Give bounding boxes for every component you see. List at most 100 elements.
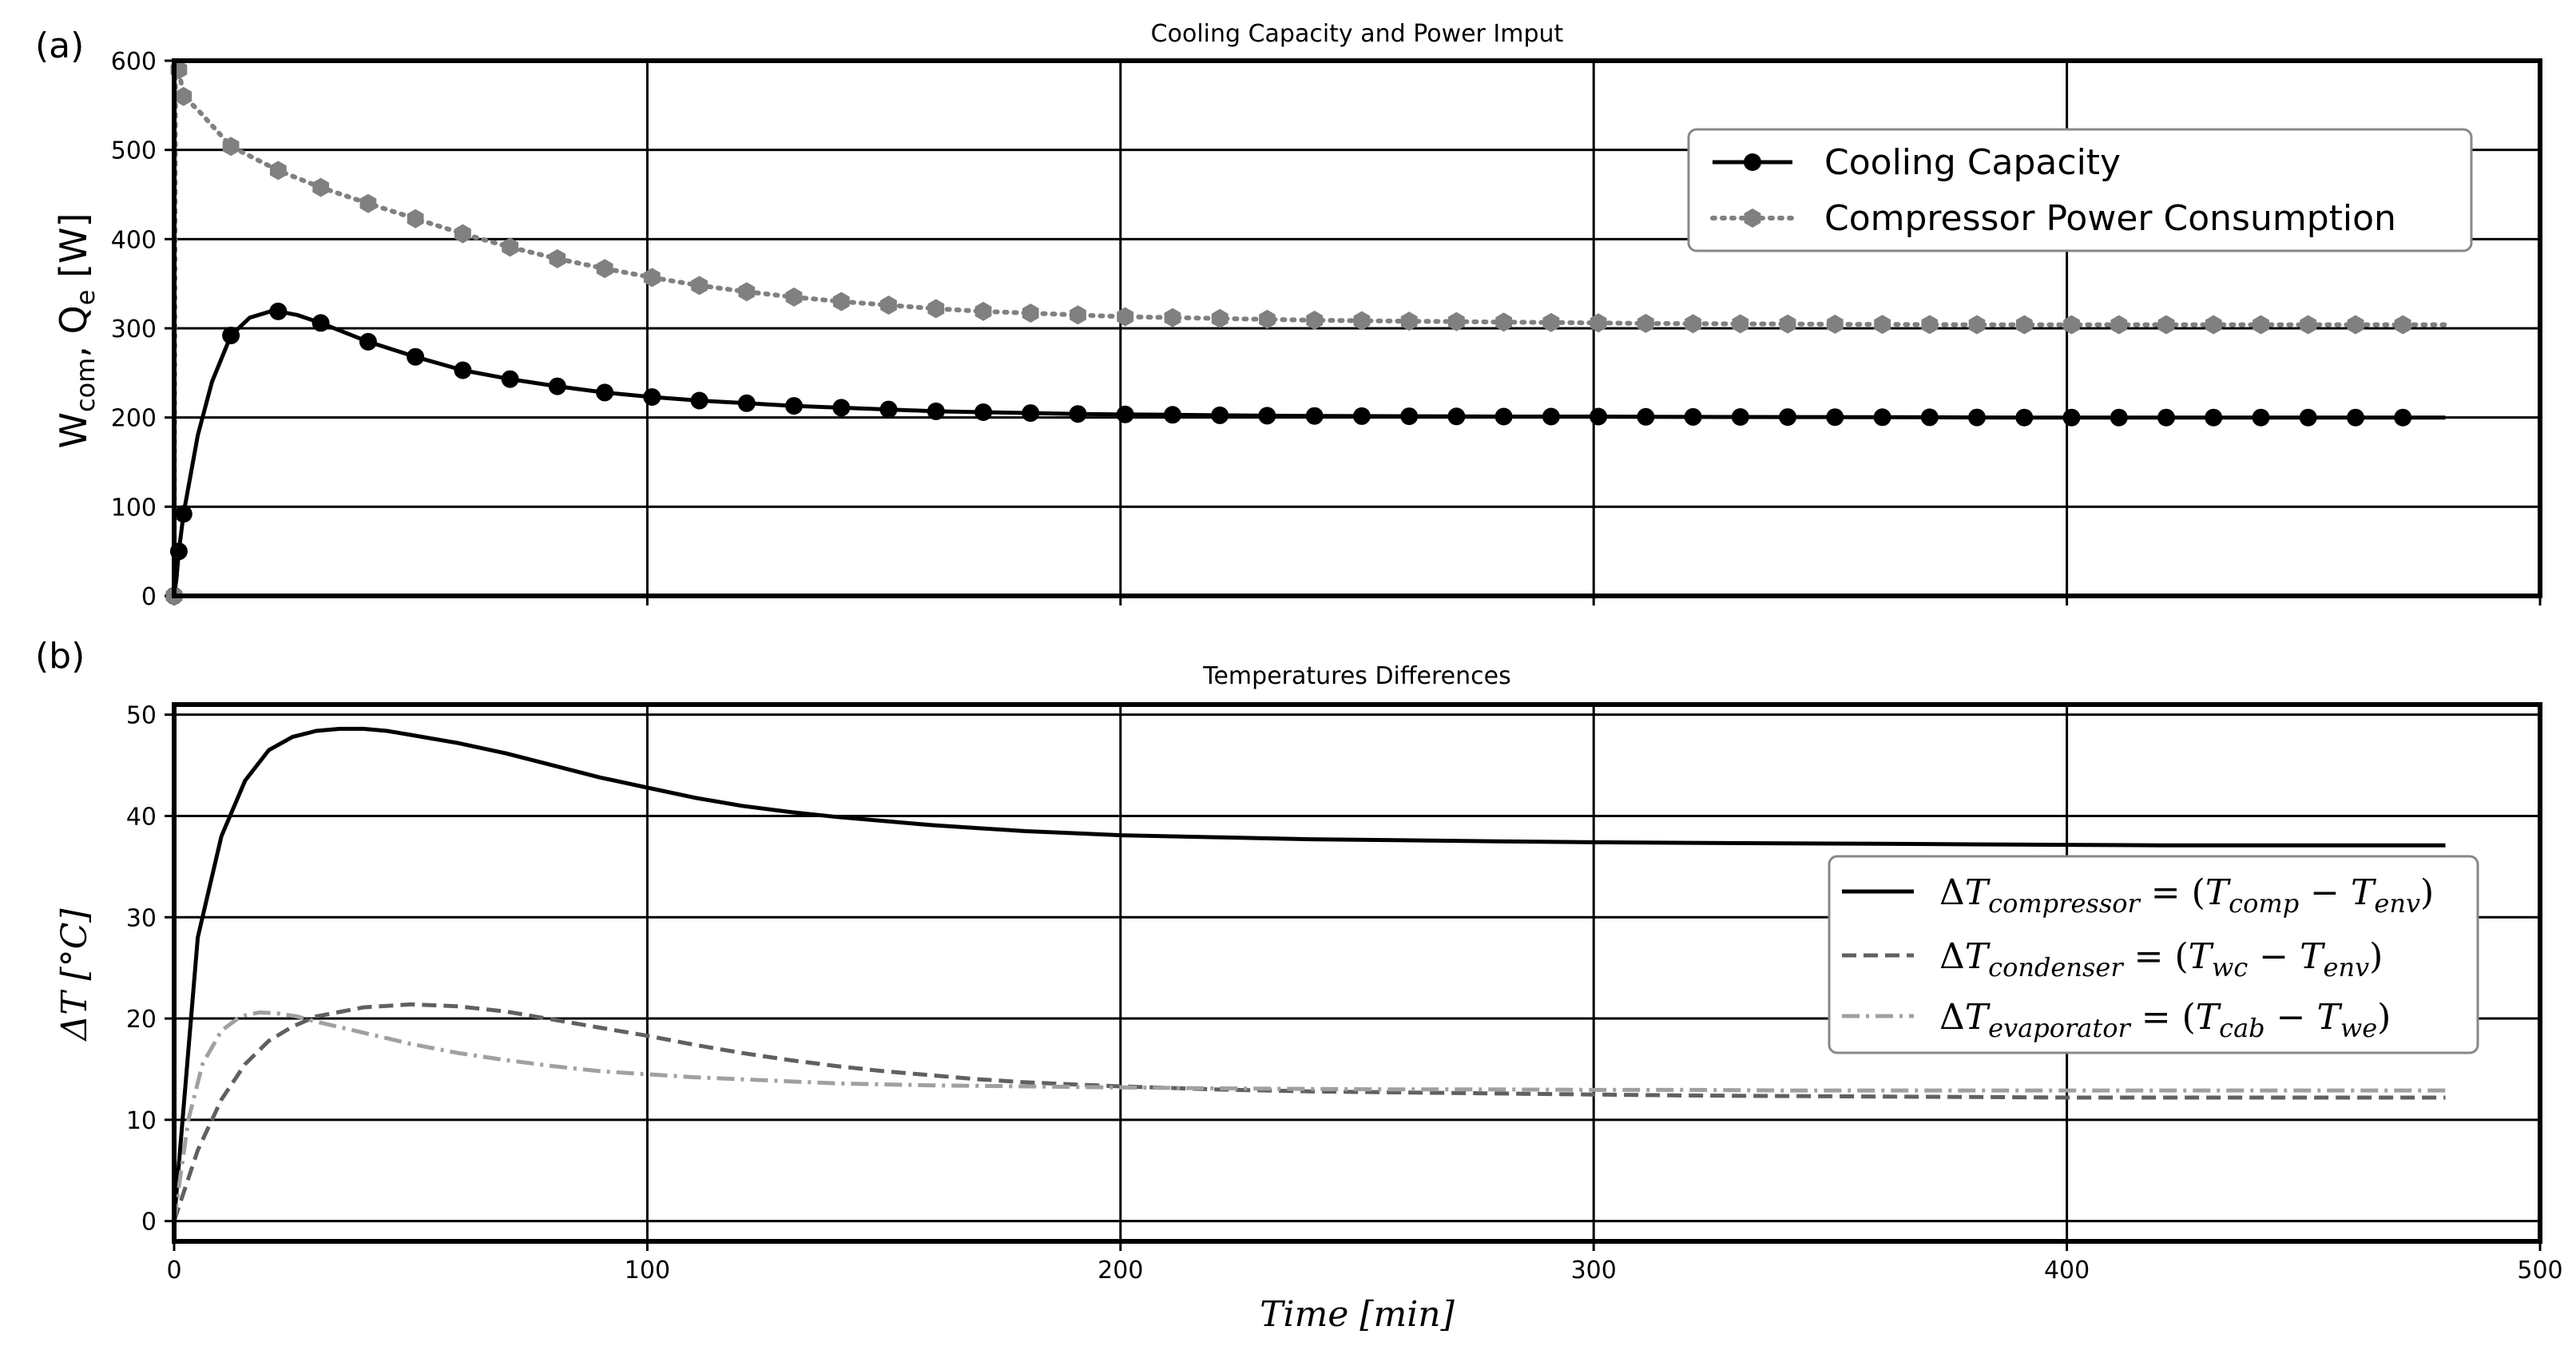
data-point [1874,315,1891,335]
data-point [1590,313,1607,333]
chart-b-title: Temperatures Differences [1202,662,1511,690]
data-point [1400,407,1419,426]
data-point [1116,405,1134,423]
data-point [1826,408,1844,427]
data-point [2205,315,2222,335]
chart-a-frame [172,58,2542,598]
chart-b-series [172,726,2446,1222]
data-point [1732,314,1749,334]
data-point [1637,407,1655,426]
data-point [501,370,519,388]
chart-a-title: Cooling Capacity and Power Imput [1151,20,1564,48]
chart-a: (a) Cooling Capacity and Power Imput 0 10… [35,20,2542,611]
data-point [1352,407,1371,425]
y-tick-label: 600 [111,48,157,76]
data-point [1495,312,1512,332]
data-point [2110,315,2128,335]
data-point [2299,408,2317,427]
data-point [2157,315,2175,335]
data-point [359,193,377,213]
data-point [879,400,898,419]
data-point [2253,315,2269,335]
data-point [2205,408,2223,427]
data-point [832,292,850,312]
data-point [1022,304,1039,323]
data-point [549,248,566,268]
data-point [1070,305,1086,325]
data-point [1448,312,1465,332]
chart-a-ticks: 0 100 200 300 400 500 600 [111,48,2542,611]
data-point [2252,408,2270,427]
data-point [1684,407,1702,426]
data-point [2347,315,2364,335]
data-point [312,314,330,332]
data-point [1826,314,1844,334]
legend-marker-power [1744,208,1761,228]
chart-b-frame [172,702,2542,1244]
data-point [1920,408,1939,427]
data-point [2015,315,2033,335]
data-point [454,224,471,244]
data-point [1022,404,1040,423]
data-point [2062,408,2081,427]
data-point [269,302,288,320]
data-point [1873,408,1891,427]
data-point [2394,408,2412,427]
y-tick-label: 0 [141,1209,157,1237]
data-point [269,161,287,181]
data-point [1164,308,1181,328]
data-point [738,282,756,302]
chart-b-legend-box [1828,855,2479,1054]
data-point [643,388,661,406]
legend-label-compressor: ΔTcompressor = (Tcomp − Tenv) [1939,872,2434,919]
chart-b-xlabel: Time [min] [1260,1294,1455,1335]
data-point [785,287,803,307]
data-point [175,86,193,106]
data-point [880,296,897,315]
x-tick-label: 300 [1571,1257,1617,1284]
data-point [1779,314,1796,334]
data-point [1494,407,1513,426]
data-point [596,259,613,279]
data-point [407,347,425,366]
data-point [1968,315,1986,335]
data-point [1542,407,1560,426]
data-point [2157,408,2175,427]
data-point [222,137,240,157]
data-point [690,391,708,410]
data-point [1306,310,1324,330]
data-point [2394,315,2411,335]
data-point [1637,313,1654,333]
data-point [1968,408,1986,427]
data-point [1353,311,1371,331]
data-point [1305,407,1324,425]
data-point [312,177,329,197]
data-point [1211,406,1229,424]
data-point [1400,312,1418,332]
y-tick-label: 400 [111,226,157,254]
data-point [737,394,756,412]
series-line-0 [172,308,2446,597]
legend-marker-cooling [1744,153,1761,171]
data-point [407,208,424,228]
y-tick-label: 100 [111,494,157,522]
data-point [1259,309,1276,329]
data-point [1685,314,1701,334]
y-tick-label: 200 [111,405,157,433]
y-tick-label: 300 [111,316,157,343]
y-tick-label: 10 [126,1107,157,1135]
x-tick-label: 400 [2044,1257,2090,1284]
data-point [785,397,803,415]
data-point [1921,315,1939,335]
x-tick-label: 200 [1097,1257,1143,1284]
chart-a-ylabel: Wcom, Qe [W] [52,213,101,449]
data-point [2015,408,2034,427]
data-point [2300,315,2317,335]
series-line-2 [172,1010,2446,1221]
chart-b-grid [173,705,2542,1241]
data-point [643,268,661,288]
y-tick-label: 30 [126,904,157,932]
data-point [974,301,992,321]
data-point [596,383,614,402]
x-tick-label: 100 [625,1257,670,1284]
